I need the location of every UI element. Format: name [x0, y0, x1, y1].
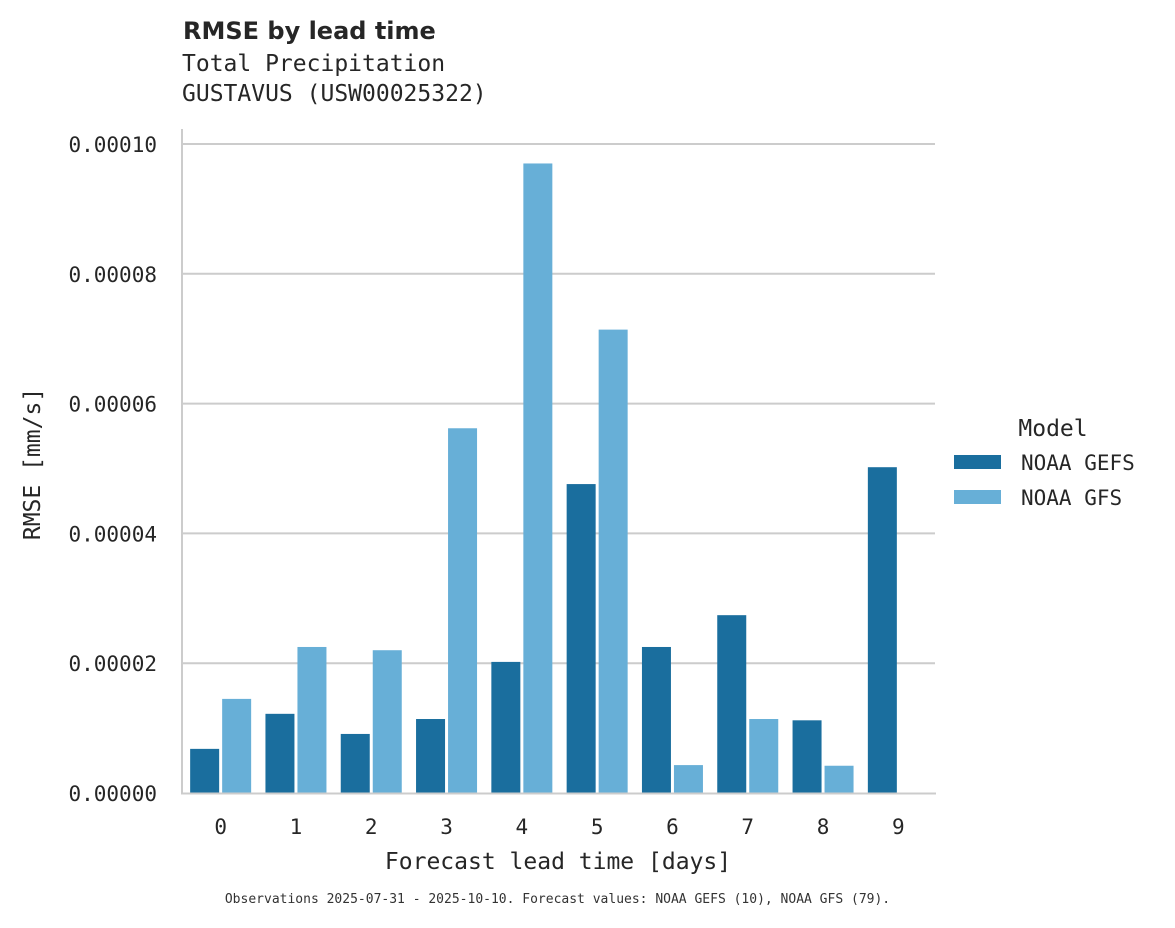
bars — [190, 163, 897, 794]
footer-note: Observations 2025-07-31 - 2025-10-10. Fo… — [224, 892, 891, 907]
bar-gefs-9 — [867, 467, 897, 793]
bar-gefs-4 — [491, 661, 521, 793]
bar-gefs-8 — [792, 720, 822, 793]
x-tick-label: 8 — [817, 815, 830, 839]
bar-gfs-1 — [297, 646, 327, 793]
bar-gfs-4 — [523, 163, 553, 794]
x-tick-labels: 0 1 2 3 4 5 6 7 8 9 — [214, 815, 904, 839]
legend-label-gefs: NOAA GEFS — [1021, 451, 1135, 475]
x-tick-label: 0 — [214, 815, 227, 839]
y-tick-label: 0.00000 — [68, 782, 157, 806]
x-tick-label: 7 — [741, 815, 754, 839]
bar-gefs-3 — [416, 719, 446, 793]
y-tick-labels: 0.00000 0.00002 0.00004 0.00006 0.00008 0.000… — [68, 133, 157, 806]
bar-gfs-0 — [222, 698, 252, 793]
chart-subtitle-station: GUSTAVUS (USW00025322) — [182, 81, 487, 107]
x-tick-label: 3 — [440, 815, 453, 839]
x-tick-label: 1 — [290, 815, 303, 839]
legend: Model NOAA GEFS NOAA GFS — [954, 416, 1135, 510]
bar-gfs-5 — [598, 329, 628, 793]
bar-gfs-7 — [749, 719, 779, 793]
chart-subtitle-variable: Total Precipitation — [182, 51, 446, 77]
x-tick-label: 9 — [892, 815, 905, 839]
x-axis-label: Forecast lead time [days] — [385, 849, 731, 875]
x-tick-label: 4 — [516, 815, 529, 839]
bar-gfs-8 — [824, 765, 854, 793]
y-tick-label: 0.00002 — [68, 652, 157, 676]
y-tick-label: 0.00008 — [68, 263, 157, 287]
bar-gfs-6 — [673, 765, 703, 793]
legend-swatch-gefs — [954, 455, 1001, 469]
bar-gefs-7 — [717, 615, 747, 793]
bar-gefs-6 — [641, 646, 671, 793]
y-axis-label: RMSE [mm/s] — [20, 388, 46, 540]
legend-label-gfs: NOAA GFS — [1021, 486, 1122, 510]
gridlines — [182, 143, 935, 665]
legend-swatch-gfs — [954, 490, 1001, 504]
chart-title: RMSE by lead time — [183, 17, 436, 45]
x-tick-label: 6 — [666, 815, 679, 839]
x-tick-label: 5 — [591, 815, 604, 839]
bar-gefs-1 — [265, 713, 295, 793]
bar-gfs-3 — [448, 428, 478, 793]
bar-gefs-5 — [566, 484, 596, 793]
bar-gefs-2 — [340, 733, 370, 793]
legend-title: Model — [1018, 416, 1087, 442]
y-tick-label: 0.00004 — [68, 522, 157, 546]
bar-gfs-2 — [372, 650, 402, 793]
y-tick-label: 0.00006 — [68, 393, 157, 417]
x-tick-label: 2 — [365, 815, 378, 839]
bar-gefs-0 — [190, 748, 220, 793]
y-tick-label: 0.00010 — [68, 133, 157, 157]
